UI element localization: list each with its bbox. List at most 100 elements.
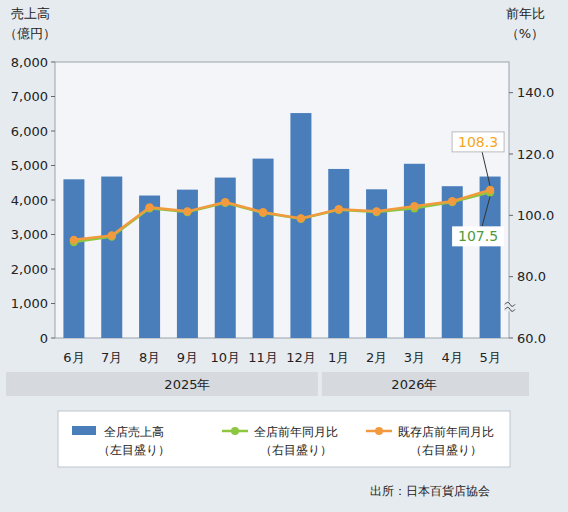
bar bbox=[139, 196, 160, 338]
source: 出所：日本百貨店協会 bbox=[370, 484, 490, 498]
y-tick bbox=[51, 131, 55, 132]
group-band bbox=[322, 372, 529, 396]
marker bbox=[183, 208, 191, 216]
bar bbox=[404, 164, 425, 338]
legend-note: （右目盛り） bbox=[410, 443, 482, 457]
marker bbox=[372, 207, 380, 215]
plot-frame bbox=[55, 62, 509, 338]
y-tick bbox=[51, 303, 55, 304]
y2-tick bbox=[509, 215, 513, 216]
marker bbox=[372, 208, 380, 216]
legend-note: （右目盛り） bbox=[260, 443, 332, 457]
bar bbox=[442, 186, 463, 338]
legend-swatch bbox=[72, 426, 96, 435]
marker bbox=[297, 215, 305, 223]
y2-axis-title: （%） bbox=[506, 26, 544, 41]
legend-label: 全店売上高 bbox=[104, 425, 164, 439]
marker bbox=[221, 199, 229, 207]
legend-label: 既存店前年同月比 bbox=[398, 425, 494, 439]
y2-tick-label: 80.0 bbox=[517, 269, 546, 284]
data-label-bg bbox=[452, 226, 504, 246]
marker bbox=[145, 203, 153, 211]
x-tick-label: 1月 bbox=[328, 350, 349, 365]
y-tick bbox=[51, 234, 55, 235]
legend-marker bbox=[375, 427, 383, 435]
background bbox=[0, 0, 568, 512]
marker bbox=[259, 208, 267, 216]
x-tick-label: 5月 bbox=[479, 350, 500, 365]
marker bbox=[335, 206, 343, 214]
x-tick-label: 8月 bbox=[139, 350, 160, 365]
y2-tick-label: 140.0 bbox=[517, 85, 554, 100]
axis-break bbox=[505, 302, 515, 311]
bar bbox=[253, 159, 274, 338]
y-tick-label: 0 bbox=[40, 331, 48, 346]
bar bbox=[63, 179, 84, 338]
y-axis-title: （億円） bbox=[4, 26, 56, 41]
data-label: 108.3 bbox=[458, 134, 498, 150]
marker bbox=[259, 209, 267, 217]
y-tick-label: 3,000 bbox=[11, 227, 48, 242]
line bbox=[74, 190, 490, 240]
y-tick-label: 1,000 bbox=[11, 296, 48, 311]
x-tick-label: 4月 bbox=[442, 350, 463, 365]
bar bbox=[480, 177, 501, 338]
x-tick-label: 9月 bbox=[177, 350, 198, 365]
y2-tick-label: 120.0 bbox=[517, 147, 554, 162]
marker bbox=[108, 232, 116, 240]
y2-tick-label: 100.0 bbox=[517, 208, 554, 223]
legend-label: 全店前年同月比 bbox=[254, 425, 338, 439]
leader-line bbox=[482, 196, 490, 226]
bar bbox=[328, 169, 349, 338]
y2-tick-label: 60.0 bbox=[517, 331, 546, 346]
group-band bbox=[6, 372, 318, 396]
group-label: 2025年 bbox=[164, 377, 210, 392]
y2-tick bbox=[509, 92, 513, 93]
axis-break-bg bbox=[504, 301, 516, 311]
group-label: 2026年 bbox=[391, 377, 437, 392]
y-tick-label: 4,000 bbox=[11, 193, 48, 208]
y2-tick bbox=[509, 338, 513, 339]
marker bbox=[108, 231, 116, 239]
marker bbox=[221, 198, 229, 206]
bar bbox=[290, 113, 311, 338]
x-tick-label: 6月 bbox=[63, 350, 84, 365]
marker bbox=[486, 186, 494, 194]
y-tick-label: 2,000 bbox=[11, 262, 48, 277]
x-tick-label: 11月 bbox=[248, 350, 278, 365]
legend: 全店売上高 （左目盛り） 全店前年同月比 （右目盛り） 既存店前年同月比 （右目盛り） bbox=[58, 411, 510, 467]
legend-box bbox=[58, 411, 510, 467]
bar bbox=[215, 178, 236, 338]
legend-marker bbox=[231, 427, 239, 435]
x-tick-label: 3月 bbox=[404, 350, 425, 365]
y-tick-label: 7,000 bbox=[11, 89, 48, 104]
marker bbox=[335, 205, 343, 213]
data-label-bg bbox=[452, 132, 504, 152]
marker bbox=[70, 236, 78, 244]
x-tick-label: 10月 bbox=[210, 350, 240, 365]
y-tick bbox=[51, 62, 55, 63]
y-tick bbox=[51, 96, 55, 97]
marker bbox=[145, 204, 153, 212]
y-tick-label: 5,000 bbox=[11, 158, 48, 173]
y-tick bbox=[51, 165, 55, 166]
x-tick-label: 12月 bbox=[286, 350, 316, 365]
y-tick-label: 8,000 bbox=[11, 55, 48, 70]
y2-tick bbox=[509, 154, 513, 155]
y2-tick bbox=[509, 276, 513, 277]
y-tick bbox=[51, 269, 55, 270]
bar bbox=[101, 177, 122, 338]
legend-note: （左目盛り） bbox=[98, 443, 170, 457]
data-label: 107.5 bbox=[458, 228, 498, 244]
marker bbox=[448, 197, 456, 205]
y-tick bbox=[51, 338, 55, 339]
plot-area bbox=[63, 113, 500, 338]
marker bbox=[410, 202, 418, 210]
x-tick-label: 2月 bbox=[366, 350, 387, 365]
marker bbox=[183, 207, 191, 215]
y2-axis-title: 前年比 bbox=[506, 6, 545, 21]
y-tick bbox=[51, 200, 55, 201]
y-tick-label: 6,000 bbox=[11, 124, 48, 139]
leader-line bbox=[482, 152, 490, 186]
y-axis-title: 売上高 bbox=[11, 6, 50, 21]
